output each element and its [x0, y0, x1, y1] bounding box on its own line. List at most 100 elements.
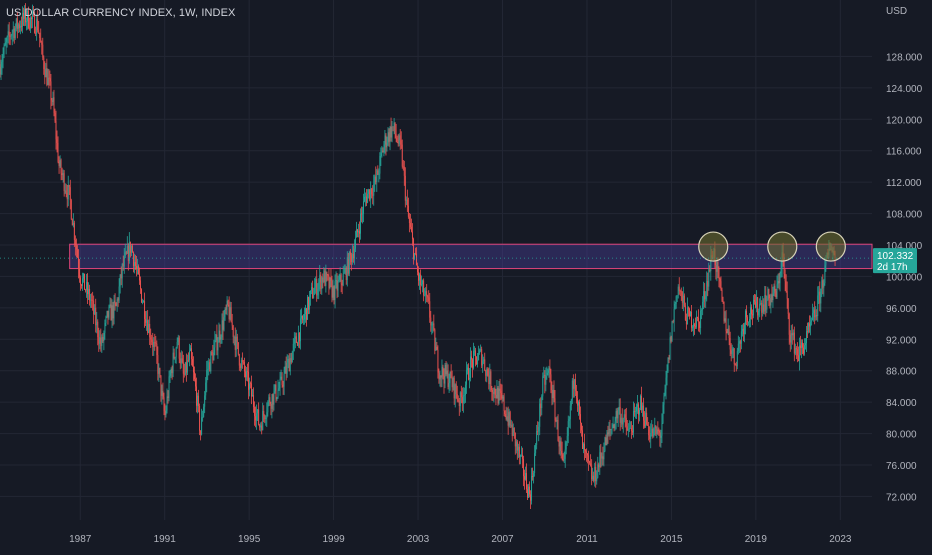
- candle-body: [139, 274, 140, 280]
- candle-body: [206, 370, 207, 383]
- candle-body: [789, 314, 790, 335]
- candle-body: [82, 278, 83, 285]
- candle-body: [724, 302, 725, 321]
- candle-body: [649, 435, 650, 439]
- candle-body: [26, 21, 27, 22]
- candle-body: [74, 223, 75, 240]
- candle-body: [748, 322, 749, 323]
- candle-body: [172, 369, 173, 373]
- candle-body: [248, 372, 249, 390]
- candle-body: [645, 413, 646, 427]
- candle-body: [536, 431, 537, 445]
- candle-body: [480, 349, 481, 350]
- candle-body: [366, 197, 367, 203]
- candle-body: [432, 323, 433, 324]
- candle-body: [241, 360, 242, 368]
- candle-body: [95, 308, 96, 325]
- candle-body: [554, 390, 555, 398]
- candle-body: [811, 320, 812, 321]
- candle-body: [559, 441, 560, 447]
- candle-body: [96, 322, 97, 326]
- candle-body: [393, 126, 394, 127]
- candle-body: [254, 407, 255, 416]
- candle-body: [822, 280, 823, 287]
- candle-body: [150, 337, 151, 339]
- candle-body: [229, 305, 230, 319]
- candle-body: [544, 375, 545, 385]
- candle-body: [62, 173, 63, 174]
- candle-body: [762, 304, 763, 312]
- candle-body: [298, 333, 299, 346]
- candle-body: [769, 298, 770, 305]
- candle-body: [691, 312, 692, 328]
- candle-body: [399, 135, 400, 143]
- candle-body: [260, 426, 261, 428]
- candle-body: [460, 392, 461, 406]
- candle-body: [244, 362, 245, 371]
- candle-body: [29, 28, 30, 29]
- candle-body: [586, 451, 587, 453]
- candle-body: [338, 281, 339, 291]
- candle-body: [605, 437, 606, 445]
- candle-body: [597, 464, 598, 477]
- x-tick-label: 2003: [407, 534, 430, 545]
- candle-body: [589, 461, 590, 463]
- candle-body: [46, 68, 47, 85]
- candle-body: [124, 256, 125, 266]
- y-tick-label: 112.000: [886, 178, 922, 189]
- candle-body: [777, 284, 778, 297]
- candle-body: [7, 37, 8, 43]
- candle-body: [106, 311, 107, 317]
- candle-body: [771, 294, 772, 300]
- candle-body: [374, 177, 375, 185]
- candle-body: [620, 407, 621, 423]
- currency-label: USD: [886, 6, 907, 17]
- candle-body: [490, 371, 491, 390]
- candle-body: [325, 272, 326, 286]
- candle-body: [411, 227, 412, 232]
- candle-body: [151, 340, 152, 342]
- candle-body: [473, 351, 474, 368]
- candle-body: [20, 26, 21, 28]
- candle-body: [430, 318, 431, 326]
- y-tick-label: 100.000: [886, 272, 923, 283]
- candle-body: [129, 242, 130, 261]
- candle-body: [519, 447, 520, 457]
- candle-body: [747, 317, 748, 322]
- candle-body: [628, 429, 629, 431]
- candle-body: [383, 145, 384, 153]
- candle-body: [790, 335, 791, 343]
- candle-body: [793, 333, 794, 336]
- candle-body: [133, 252, 134, 266]
- candle-body: [616, 411, 617, 421]
- candle-body: [717, 262, 718, 268]
- candle-body: [528, 487, 529, 498]
- candle-body: [675, 304, 676, 309]
- candle-body: [492, 392, 493, 394]
- candle-body: [530, 494, 531, 500]
- candle-body: [307, 297, 308, 320]
- candle-body: [214, 340, 215, 347]
- candle-body: [481, 349, 482, 365]
- candle-body: [639, 410, 640, 415]
- candle-body: [578, 402, 579, 406]
- candle-body: [801, 343, 802, 349]
- candle-body: [574, 379, 575, 388]
- candle-body: [680, 291, 681, 292]
- candle-body: [284, 374, 285, 387]
- candle-body: [335, 281, 336, 300]
- candle-body: [567, 436, 568, 443]
- candle-body: [98, 337, 99, 344]
- candle-body: [723, 301, 724, 302]
- candle-body: [264, 416, 265, 419]
- candle-body: [493, 388, 494, 394]
- candle-body: [334, 286, 335, 300]
- candle-body: [824, 265, 825, 283]
- candle-body: [299, 333, 300, 342]
- x-tick-label: 1995: [238, 534, 261, 545]
- candle-body: [304, 314, 305, 319]
- candle-body: [795, 348, 796, 353]
- candle-body: [100, 337, 101, 345]
